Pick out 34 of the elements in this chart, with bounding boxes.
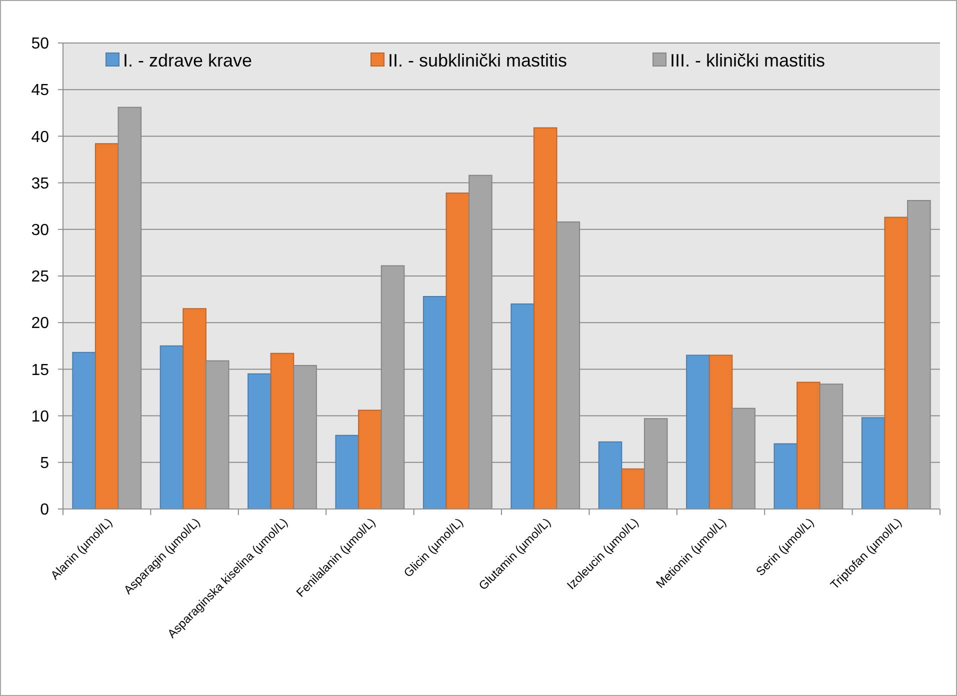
bar [335, 434, 360, 510]
bar [510, 303, 534, 510]
bar [621, 468, 645, 510]
y-tick-label: 15 [31, 362, 50, 379]
y-tick-label: 10 [31, 408, 50, 426]
bar [446, 192, 470, 510]
bar [270, 352, 294, 510]
bar [160, 345, 184, 510]
bar [248, 373, 272, 510]
legend-label: III. - klinički mastitis [670, 50, 826, 70]
bar [884, 216, 908, 510]
y-tick-label: 20 [31, 315, 50, 332]
legend-label: I. - zdrave krave [123, 50, 252, 70]
legend-label: II. - subklinički mastitis [388, 50, 568, 70]
y-tick-label: 45 [31, 82, 50, 100]
y-tick-label: 25 [31, 268, 50, 286]
bar [358, 410, 382, 510]
y-tick-label: 50 [31, 36, 50, 53]
bar [708, 354, 733, 510]
bar [861, 417, 886, 510]
bar [182, 308, 206, 510]
bar [72, 352, 96, 510]
y-tick-label: 30 [31, 222, 50, 239]
y-tick-label: 0 [40, 502, 50, 519]
bar [533, 127, 558, 510]
bar [422, 296, 447, 510]
bar [94, 143, 119, 510]
bar [686, 354, 710, 510]
bar [796, 382, 820, 510]
y-tick-label: 5 [40, 455, 50, 472]
y-tick-label: 40 [31, 128, 50, 146]
bar [598, 441, 622, 510]
y-tick-label: 35 [31, 175, 50, 192]
bar [774, 443, 798, 510]
